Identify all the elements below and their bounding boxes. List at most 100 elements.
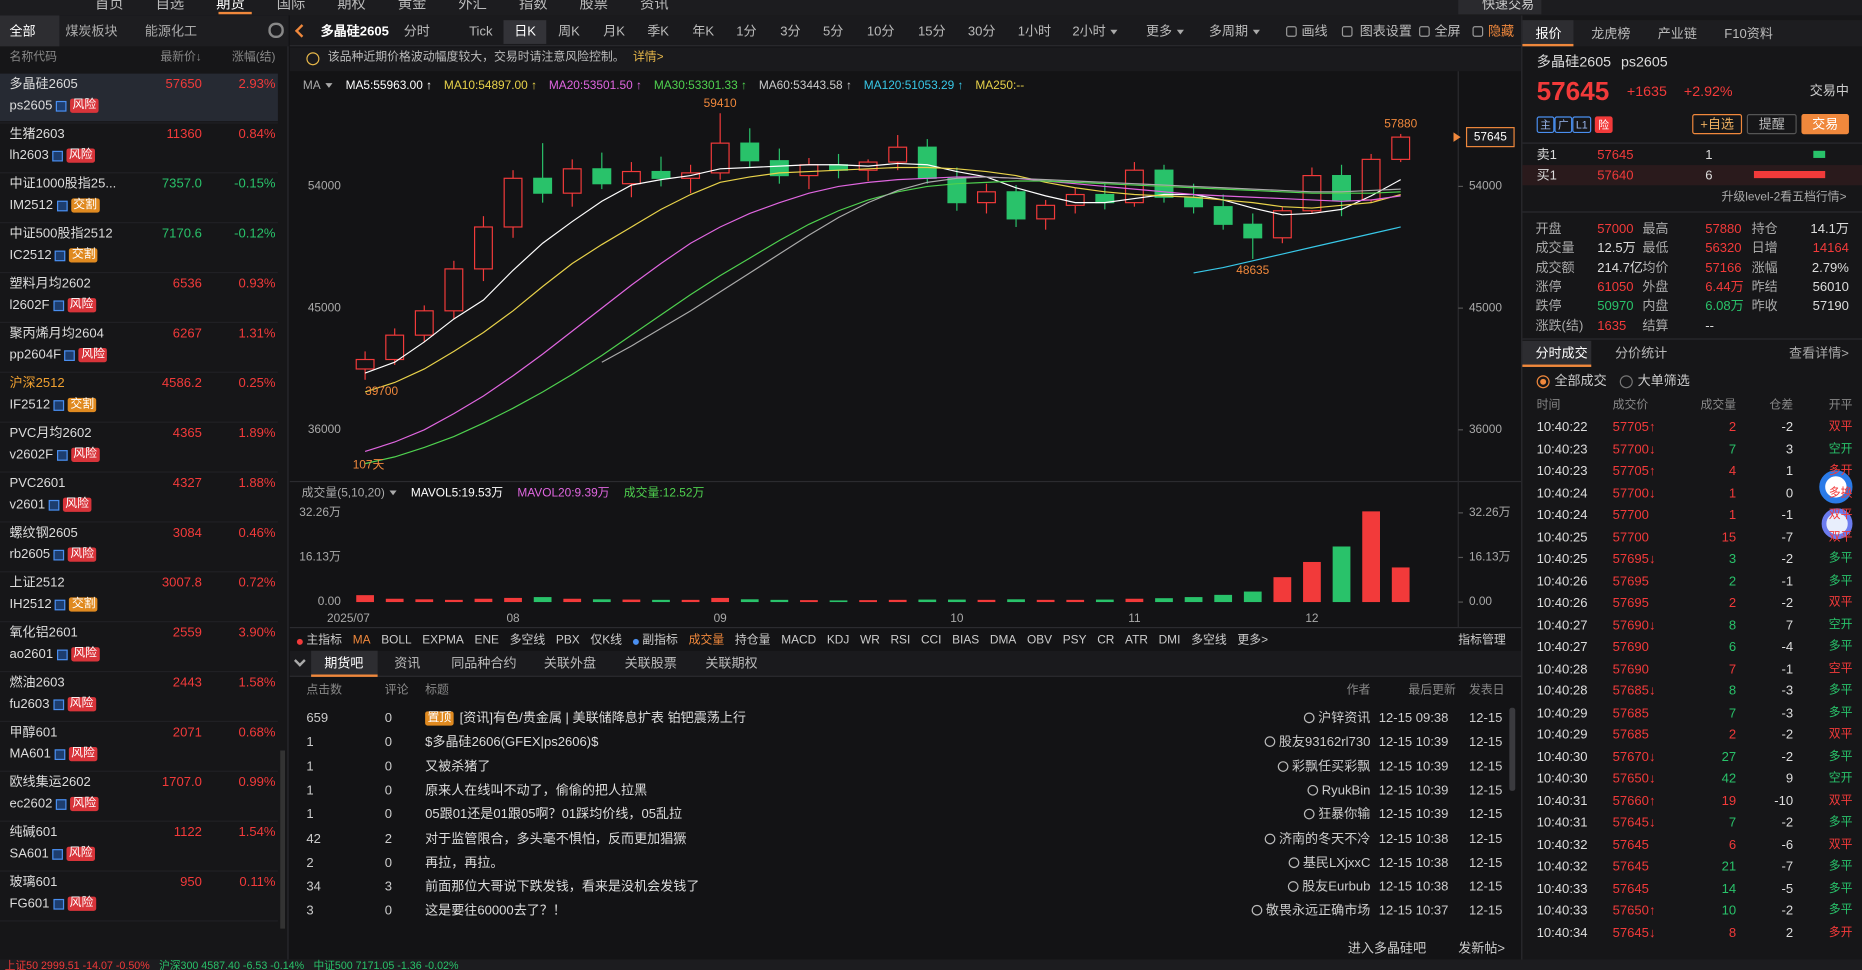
float-icon[interactable] bbox=[1819, 470, 1853, 504]
news-title[interactable]: 又被杀猪了 bbox=[425, 759, 491, 774]
volume-bar bbox=[474, 598, 493, 603]
tool[interactable]: 图表设置 bbox=[1359, 24, 1412, 40]
notice-link[interactable]: 详情> bbox=[632, 51, 664, 65]
quote-tab[interactable]: 产业链 bbox=[1657, 27, 1697, 42]
quick-trade[interactable]: 快速交易 bbox=[1482, 0, 1535, 12]
watch-tab[interactable]: 全部 bbox=[9, 24, 36, 40]
period[interactable]: 多周期 bbox=[1209, 24, 1260, 41]
volume-bar bbox=[1184, 597, 1203, 603]
trade-detail[interactable]: 查看详情> bbox=[1789, 346, 1849, 361]
code: ps2605 bbox=[9, 98, 53, 113]
period[interactable]: 1小时 bbox=[1017, 24, 1052, 40]
candle-body bbox=[533, 177, 553, 194]
watch-tab[interactable]: 能源化工 bbox=[144, 24, 198, 40]
period[interactable]: 2小时 bbox=[1072, 24, 1117, 41]
period[interactable]: 5分 bbox=[822, 24, 844, 40]
nav-item[interactable]: 期货 bbox=[216, 0, 245, 12]
radio[interactable] bbox=[1536, 375, 1550, 389]
icon bbox=[53, 898, 64, 910]
quote-tab[interactable]: 报价 bbox=[1535, 27, 1562, 42]
quote-button-label[interactable]: 交易 bbox=[1812, 117, 1839, 132]
news-title[interactable]: 这是要往60000去了？！ bbox=[425, 904, 566, 919]
quote-button-label[interactable]: +自选 bbox=[1700, 117, 1735, 132]
period[interactable]: 3分 bbox=[780, 24, 801, 40]
y-tick-label: 54000 bbox=[308, 179, 341, 193]
trade-tab[interactable]: 分价统计 bbox=[1615, 346, 1668, 361]
news-title[interactable]: 前面那位大哥说下跌发钱，看来是没机会发钱了 bbox=[425, 880, 700, 895]
news-clicks: 1 bbox=[306, 783, 314, 798]
news-tab[interactable]: 关联期权 bbox=[705, 656, 758, 671]
nav-item[interactable]: 股票 bbox=[579, 0, 609, 12]
nav-item[interactable]: 指数 bbox=[518, 0, 548, 12]
trade-diff: -1 bbox=[1781, 574, 1794, 589]
quote-button[interactable] bbox=[1801, 114, 1849, 135]
tool[interactable]: 全屏 bbox=[1434, 24, 1461, 40]
watch-pct: 1.88% bbox=[238, 476, 276, 491]
period[interactable]: 周K bbox=[558, 24, 580, 40]
nav-item[interactable]: 国际 bbox=[276, 0, 306, 12]
tool[interactable]: 画线 bbox=[1301, 24, 1328, 40]
trade-volume: 2 bbox=[1728, 596, 1737, 611]
period[interactable]: 季K bbox=[647, 24, 669, 40]
indicator-manage[interactable]: 指标管理 bbox=[1458, 634, 1506, 648]
news-tab[interactable]: 期货吧 bbox=[324, 656, 364, 671]
nav-item[interactable]: 资讯 bbox=[640, 0, 669, 12]
news-title[interactable]: [资讯]有色/贵金属 | 美联储降息扩表 铂钯震荡上行 bbox=[459, 711, 746, 726]
quote-button-label[interactable]: 提醒 bbox=[1758, 117, 1785, 132]
news-author: 股友93162rl730 bbox=[1264, 734, 1370, 751]
ma-legend-item: MA5:55963.00 ↑ bbox=[345, 79, 433, 93]
quote-button[interactable] bbox=[1746, 114, 1797, 135]
stat-value: 6.08万 bbox=[1705, 299, 1744, 314]
nav-item[interactable]: 首页 bbox=[95, 0, 124, 12]
news-tab[interactable]: 关联外盘 bbox=[543, 656, 597, 671]
news-tab[interactable]: 关联股票 bbox=[624, 656, 677, 671]
watch-tab[interactable]: 煤炭板块 bbox=[65, 24, 118, 40]
candle-body bbox=[444, 268, 464, 312]
book-bg bbox=[1522, 165, 1862, 186]
period[interactable]: 10分 bbox=[866, 24, 895, 40]
level2[interactable]: 升级level-2看五档行情> bbox=[1721, 191, 1847, 205]
news-post[interactable]: 发新帖> bbox=[1458, 941, 1506, 956]
period[interactable]: Tick bbox=[469, 24, 493, 40]
float-icon[interactable] bbox=[1821, 508, 1853, 540]
nav-item[interactable]: 黄金 bbox=[397, 0, 427, 12]
period[interactable]: 更多 bbox=[1146, 24, 1184, 41]
quote-button[interactable] bbox=[1692, 114, 1743, 135]
period[interactable]: 年K bbox=[692, 24, 715, 40]
period[interactable]: 分时 bbox=[403, 24, 430, 40]
news-tab[interactable]: 同品种合约 bbox=[451, 656, 517, 671]
stat-label: 结算 bbox=[1642, 318, 1669, 334]
period[interactable]: 1分 bbox=[736, 24, 757, 40]
filter[interactable]: 全部成交 bbox=[1554, 374, 1607, 389]
nav-item[interactable]: 期权 bbox=[337, 0, 366, 12]
news-comments: 0 bbox=[384, 711, 393, 726]
radio[interactable] bbox=[1619, 375, 1633, 389]
ma-line bbox=[364, 162, 1401, 374]
filter[interactable]: 大单筛选 bbox=[1637, 374, 1690, 389]
period[interactable]: 30分 bbox=[967, 24, 996, 40]
watch-code: rb2605 风险 bbox=[10, 546, 97, 563]
watch-code: lh2603 风险 bbox=[10, 147, 96, 164]
trade-time: 10:40:31 bbox=[1536, 815, 1588, 831]
tool[interactable]: 隐藏 bbox=[1487, 24, 1515, 40]
period[interactable]: 日K bbox=[514, 24, 536, 40]
nav-item[interactable]: 自选 bbox=[155, 0, 185, 12]
nav-item[interactable]: 外汇 bbox=[458, 0, 487, 12]
news-title[interactable]: 对于监管限合，多头毫不惧怕，反而更加猖獗 bbox=[425, 831, 687, 847]
flag: L1 bbox=[1572, 116, 1592, 133]
period[interactable]: 15分 bbox=[917, 24, 946, 40]
quote-tab[interactable]: F10资料 bbox=[1724, 27, 1773, 42]
trade-type: 空开 bbox=[1828, 771, 1853, 785]
news-title[interactable]: 05跟01还是01跟05啊？01踩均价线，05乱拉 bbox=[425, 807, 683, 822]
trade-type: 双平 bbox=[1828, 420, 1853, 434]
quote-tab[interactable]: 龙虎榜 bbox=[1591, 27, 1631, 42]
quick-trade-btn[interactable] bbox=[1458, 0, 1542, 15]
trade-tab[interactable]: 分时成交 bbox=[1535, 346, 1588, 361]
news-title[interactable]: 原来人在线叫不动了，偷偷的把人拉黑 bbox=[425, 783, 648, 798]
period[interactable]: 月K bbox=[603, 24, 626, 40]
news-tab[interactable]: 资讯 bbox=[394, 656, 421, 671]
news-enter[interactable]: 进入多晶硅吧 bbox=[1347, 941, 1427, 956]
news-title[interactable]: 再拉，再拉。 bbox=[425, 855, 504, 871]
news-author: 彩飘任买彩飘 bbox=[1277, 758, 1370, 775]
news-title[interactable]: $多晶硅2606(GFEX|ps2606)$ bbox=[425, 735, 599, 750]
